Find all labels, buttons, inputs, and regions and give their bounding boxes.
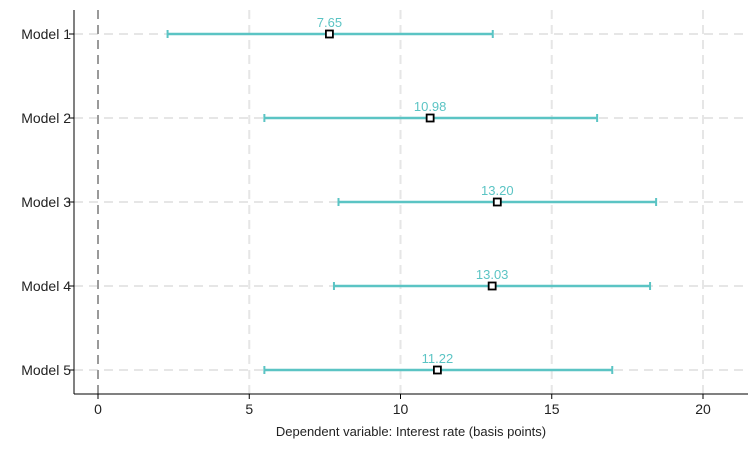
point-estimate-marker: [325, 29, 334, 39]
y-tick-label: Model 2: [21, 110, 71, 126]
estimate-value-label: 13.03: [476, 267, 509, 282]
y-axis-ticks: Model 1 Model 2 Model 3 Model 4 Model 5: [21, 26, 74, 378]
estimate-group: 11.22: [263, 351, 614, 375]
point-estimate-marker: [433, 365, 442, 375]
estimate-group: 13.03: [332, 267, 652, 291]
x-tick-label: 10: [393, 401, 409, 417]
estimate-group: 7.65: [166, 15, 494, 39]
estimate-value-label: 11.22: [422, 351, 454, 366]
estimate-value-label: 7.65: [317, 15, 342, 30]
estimate-value-label: 13.20: [481, 183, 514, 198]
estimate-group: 10.98: [263, 99, 599, 123]
point-estimate-marker: [492, 197, 502, 207]
y-tick-label: Model 5: [21, 362, 71, 378]
estimates: 7.65 10.98 13.20 13.03 11.22: [166, 15, 658, 375]
x-tick-label: 15: [544, 401, 560, 417]
x-axis-title: Dependent variable: Interest rate (basis…: [276, 424, 546, 439]
x-tick-label: 5: [245, 401, 253, 417]
point-estimate-marker: [487, 281, 497, 291]
x-axis-ticks: 0 5 10 15 20: [94, 394, 711, 417]
estimate-group: 13.20: [337, 183, 658, 207]
y-tick-label: Model 4: [21, 278, 71, 294]
x-tick-label: 20: [695, 401, 711, 417]
estimate-value-label: 10.98: [414, 99, 447, 114]
y-tick-label: Model 3: [21, 194, 71, 210]
point-estimate-marker: [425, 113, 435, 123]
x-tick-label: 0: [94, 401, 102, 417]
y-tick-label: Model 1: [21, 26, 71, 42]
